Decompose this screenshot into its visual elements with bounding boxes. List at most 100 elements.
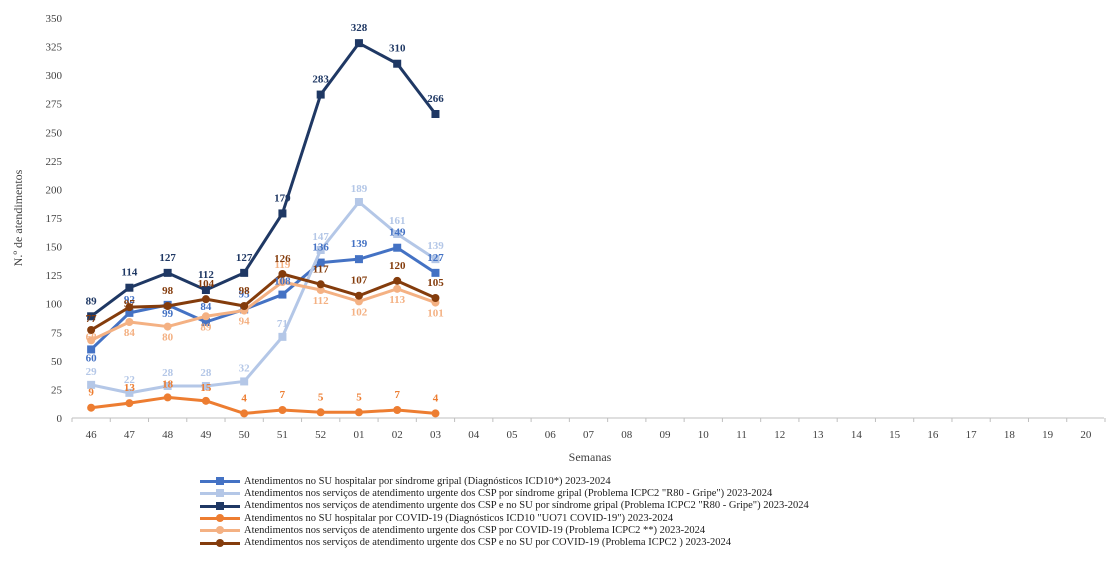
legend-swatch: [200, 525, 240, 535]
data-label: 108: [274, 276, 291, 288]
data-label: 161: [389, 215, 406, 227]
data-point: [163, 322, 172, 331]
y-tick-label: 50: [51, 356, 63, 368]
data-point: [278, 278, 287, 286]
data-label: 102: [351, 306, 368, 318]
y-axis-title: N.º de atendimentos: [11, 169, 25, 266]
data-label: 89: [86, 295, 98, 307]
series-layer: [87, 39, 440, 418]
y-tick-label: 275: [46, 99, 63, 111]
data-point: [125, 303, 134, 312]
data-label: 147: [312, 231, 329, 243]
data-point: [125, 308, 134, 317]
series-4: [87, 393, 440, 418]
data-point: [278, 270, 287, 278]
y-tick-label: 200: [46, 184, 63, 196]
data-point: [201, 382, 210, 390]
x-tick-label: 13: [813, 429, 825, 441]
legend-item: Atendimentos nos serviços de atendimento…: [200, 500, 1080, 512]
data-label: 266: [427, 93, 444, 105]
data-point: [393, 406, 402, 414]
data-label: 77: [86, 313, 98, 325]
x-tick-label: 01: [353, 429, 364, 441]
data-point: [201, 295, 210, 304]
x-tick-label: 10: [698, 429, 710, 441]
data-label: 139: [351, 238, 368, 250]
legend-item: Atendimentos no SU hospitalar por COVID-…: [200, 512, 1080, 524]
data-label: 149: [389, 227, 406, 239]
line-chart: N.º de atendimentos Semanas 025507510012…: [11, 13, 1106, 464]
data-label: 4: [241, 392, 247, 404]
data-label: 104: [198, 278, 215, 290]
legend-label: Atendimentos nos serviços de atendimento…: [244, 487, 773, 499]
data-label: 99: [162, 308, 174, 320]
x-axis-title: Semanas: [569, 450, 612, 464]
legend-item: Atendimentos nos serviços de atendimento…: [200, 487, 1080, 499]
data-point: [163, 302, 172, 310]
data-point: [316, 280, 325, 289]
data-label: 68: [86, 331, 98, 343]
x-tick-label: 07: [583, 429, 595, 441]
x-tick-label: 16: [927, 429, 939, 441]
data-point: [163, 393, 172, 402]
data-point: [393, 284, 402, 293]
series-line: [90, 395, 436, 415]
series-line: [90, 280, 436, 342]
x-tick-label: 15: [889, 429, 901, 441]
legend-item: Atendimentos no SU hospitalar por síndro…: [200, 475, 1080, 487]
y-tick-label: 300: [46, 70, 63, 82]
data-label: 119: [274, 259, 290, 271]
data-point: [87, 403, 96, 412]
data-label: 98: [239, 285, 251, 297]
series-1: [87, 243, 440, 354]
data-point: [87, 380, 96, 389]
y-tick-label: 350: [46, 13, 63, 25]
data-label: 139: [427, 240, 444, 252]
data-label: 112: [313, 295, 329, 307]
data-point: [354, 297, 363, 306]
data-label: 5: [318, 391, 324, 403]
data-label: 80: [162, 332, 174, 344]
data-point: [125, 388, 134, 397]
series-line: [90, 41, 437, 318]
data-label: 28: [200, 367, 212, 379]
x-tick-label: 18: [1004, 429, 1016, 441]
data-point: [431, 294, 440, 302]
data-point: [316, 286, 325, 294]
data-point: [431, 255, 440, 264]
data-label: 179: [274, 192, 291, 204]
data-label: 107: [351, 275, 368, 287]
legend-label: Atendimentos no SU hospitalar por COVID-…: [244, 512, 674, 524]
data-label: 127: [236, 252, 253, 264]
data-label: 71: [277, 318, 288, 330]
data-point: [278, 406, 287, 414]
y-tick-label: 75: [51, 327, 63, 339]
data-point: [354, 198, 363, 206]
data-point: [316, 408, 325, 417]
data-point: [354, 291, 363, 300]
data-point: [163, 382, 172, 390]
legend-item: Atendimentos nos serviços de atendimento…: [200, 524, 1080, 536]
data-point: [240, 377, 249, 386]
data-point: [354, 255, 363, 264]
y-tick-label: 0: [57, 413, 63, 425]
legend-swatch: [200, 501, 240, 511]
x-tick-label: 51: [277, 429, 288, 441]
data-point: [278, 332, 287, 341]
data-point: [87, 312, 96, 321]
data-label: 84: [124, 327, 136, 339]
data-point: [393, 230, 402, 238]
x-tick-label: 11: [736, 429, 747, 441]
axes: 0255075100125150175200225250275300325350…: [46, 13, 1106, 441]
x-tick-label: 52: [315, 429, 326, 441]
data-point: [354, 39, 363, 48]
data-label: 84: [200, 301, 212, 313]
series-5: [87, 278, 440, 345]
data-point: [316, 258, 325, 267]
data-label: 98: [162, 285, 174, 297]
x-tick-label: 05: [506, 429, 518, 441]
data-label: 5: [356, 391, 362, 403]
y-tick-label: 25: [51, 384, 63, 396]
data-point: [393, 276, 402, 285]
x-tick-label: 19: [1042, 429, 1054, 441]
